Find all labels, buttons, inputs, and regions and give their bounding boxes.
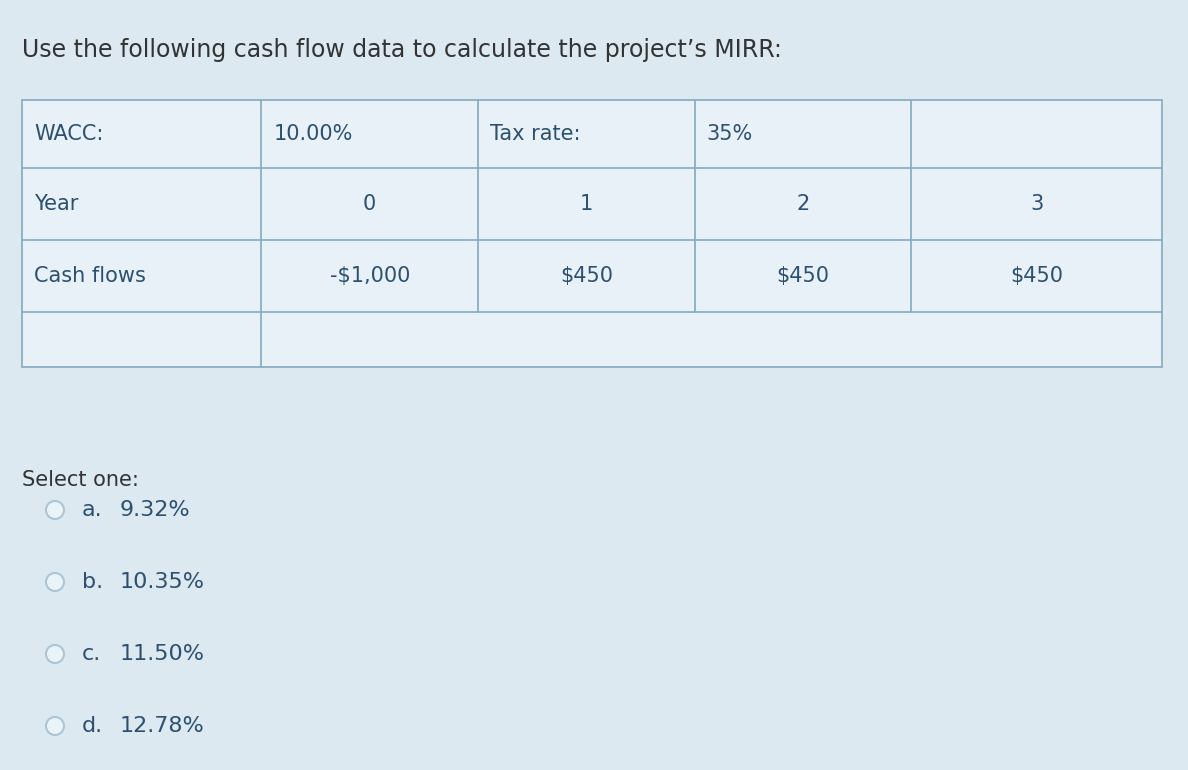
Text: 3: 3 [1030, 194, 1043, 214]
Text: 2: 2 [796, 194, 809, 214]
Text: $450: $450 [777, 266, 829, 286]
Text: Use the following cash flow data to calculate the project’s MIRR:: Use the following cash flow data to calc… [23, 38, 782, 62]
Text: 11.50%: 11.50% [120, 644, 206, 664]
Text: 12.78%: 12.78% [120, 716, 204, 736]
Text: Year: Year [34, 194, 78, 214]
Text: d.: d. [82, 716, 103, 736]
Text: b.: b. [82, 572, 103, 592]
Text: Tax rate:: Tax rate: [489, 124, 581, 144]
Circle shape [46, 573, 64, 591]
Text: a.: a. [82, 500, 102, 520]
Text: 1: 1 [580, 194, 593, 214]
Circle shape [46, 501, 64, 519]
Text: Select one:: Select one: [23, 470, 139, 490]
Text: 0: 0 [364, 194, 377, 214]
Bar [23, 100, 1162, 367]
Text: $450: $450 [560, 266, 613, 286]
Text: 10.35%: 10.35% [120, 572, 206, 592]
Text: -$1,000: -$1,000 [329, 266, 410, 286]
Text: Cash flows: Cash flows [34, 266, 146, 286]
Circle shape [46, 717, 64, 735]
Text: 35%: 35% [707, 124, 753, 144]
Text: $450: $450 [1010, 266, 1063, 286]
Text: WACC:: WACC: [34, 124, 103, 144]
Circle shape [46, 645, 64, 663]
Text: 9.32%: 9.32% [120, 500, 190, 520]
Text: c.: c. [82, 644, 101, 664]
Text: 10.00%: 10.00% [273, 124, 353, 144]
